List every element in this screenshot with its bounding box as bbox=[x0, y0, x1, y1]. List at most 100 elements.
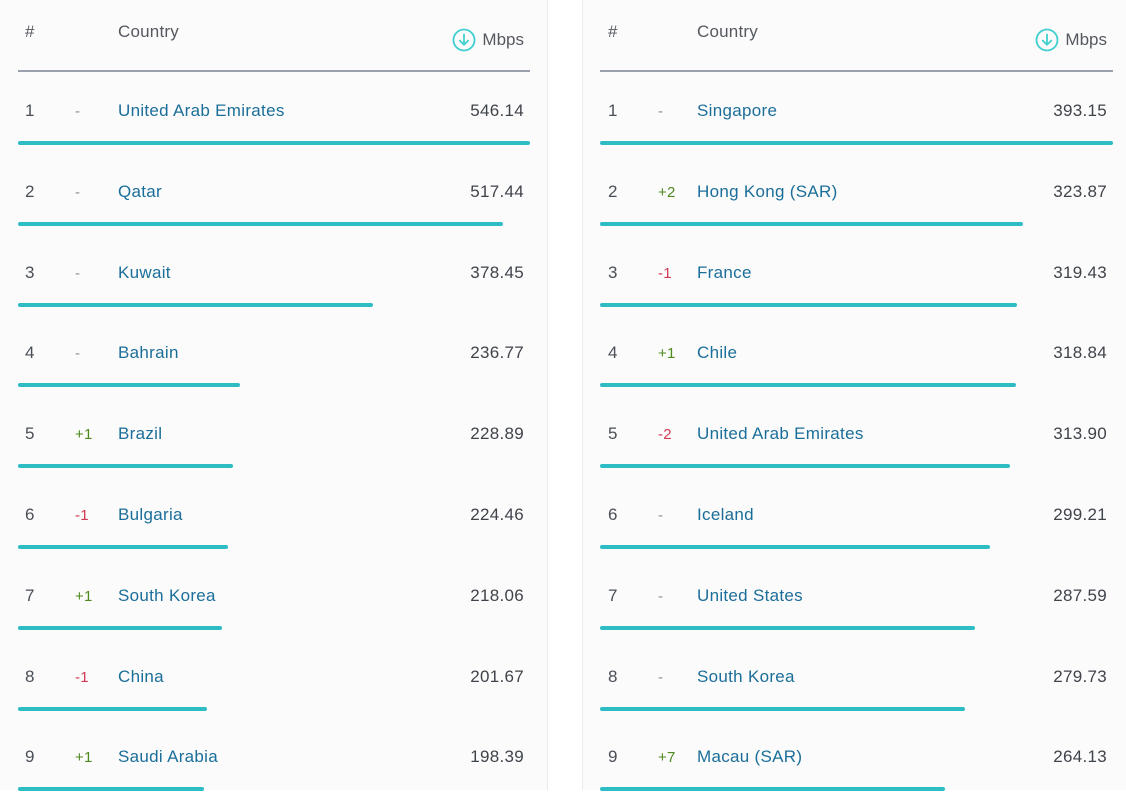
speed-value: 198.39 bbox=[470, 747, 524, 767]
table-row: 1 - Singapore 393.15 bbox=[600, 72, 1113, 152]
country-link[interactable]: Kuwait bbox=[118, 262, 171, 282]
speed-value: 318.84 bbox=[1053, 343, 1107, 363]
table-row: 8 -1 China 201.67 bbox=[18, 638, 530, 718]
speed-bar bbox=[18, 383, 240, 388]
speed-value: 224.46 bbox=[470, 505, 524, 524]
speed-bar bbox=[600, 545, 991, 549]
country-link[interactable]: Singapore bbox=[697, 101, 778, 120]
table-row: 9 +1 Saudi Arabia 198.39 bbox=[18, 718, 530, 798]
country-link[interactable]: France bbox=[697, 262, 752, 282]
rank-change: +1 bbox=[658, 345, 676, 363]
speed-unit-label: Mbps bbox=[1065, 30, 1107, 49]
country-link[interactable]: Hong Kong (SAR) bbox=[697, 181, 838, 201]
speed-value: 299.21 bbox=[1053, 505, 1107, 524]
speed-value: 264.13 bbox=[1053, 747, 1107, 767]
rank-change: - bbox=[658, 668, 664, 686]
table-row: 9 +7 Macau (SAR) 264.13 bbox=[600, 718, 1113, 798]
rank-column-header: # bbox=[25, 22, 35, 41]
country-link[interactable]: Macau (SAR) bbox=[697, 747, 803, 767]
rank-change: - bbox=[75, 103, 81, 120]
rank-column-header: # bbox=[608, 22, 618, 41]
country-link[interactable]: United States bbox=[697, 585, 803, 605]
speed-bar bbox=[600, 787, 945, 792]
speed-value: 517.44 bbox=[470, 181, 524, 201]
speed-value: 201.67 bbox=[470, 666, 524, 686]
table-row: 4 - Bahrain 236.77 bbox=[18, 314, 530, 394]
country-link[interactable]: Saudi Arabia bbox=[118, 747, 219, 767]
table-row: 6 - Iceland 299.21 bbox=[600, 476, 1113, 556]
speed-bar bbox=[18, 625, 223, 630]
rank-change: - bbox=[658, 103, 664, 120]
country-link[interactable]: South Korea bbox=[118, 585, 216, 605]
rank-number: 1 bbox=[25, 101, 35, 120]
table-row: 8 - South Korea 279.73 bbox=[600, 638, 1113, 718]
country-link[interactable]: South Korea bbox=[697, 666, 795, 686]
rank-change: - bbox=[75, 183, 81, 201]
rank-change: - bbox=[658, 587, 664, 605]
speed-value: 228.89 bbox=[470, 424, 524, 444]
rank-number: 2 bbox=[608, 181, 618, 201]
speed-bar bbox=[18, 302, 373, 307]
country-link[interactable]: Brazil bbox=[118, 424, 163, 444]
rank-change: +1 bbox=[75, 587, 93, 605]
country-link[interactable]: Qatar bbox=[118, 181, 163, 201]
ranking-table-left: # Country Mbps 1- United Arab Emirates 546… bbox=[0, 0, 548, 792]
speed-bar bbox=[18, 221, 504, 226]
speed-value: 279.73 bbox=[1053, 666, 1107, 686]
rank-change: - bbox=[75, 345, 81, 363]
rank-change: +1 bbox=[75, 426, 93, 444]
table-row: 6 -1 Bulgaria 224.46 bbox=[18, 476, 530, 556]
speed-bar bbox=[600, 706, 965, 711]
rank-number: 8 bbox=[25, 666, 35, 686]
speed-bar bbox=[18, 464, 233, 469]
rank-number: 7 bbox=[25, 585, 35, 605]
country-link[interactable]: Iceland bbox=[697, 505, 754, 524]
rank-number: 1 bbox=[608, 101, 618, 120]
speed-value: 236.77 bbox=[470, 343, 524, 363]
speed-bar bbox=[18, 545, 229, 549]
rank-number: 5 bbox=[608, 424, 618, 444]
rank-number: 8 bbox=[608, 666, 618, 686]
rank-change: -1 bbox=[75, 668, 89, 686]
rank-change: - bbox=[75, 264, 81, 282]
table-row: 3 - Kuwait 378.45 bbox=[18, 234, 530, 314]
country-link[interactable]: China bbox=[118, 666, 164, 686]
speed-bar bbox=[600, 141, 1113, 145]
rank-number: 6 bbox=[25, 505, 35, 524]
table-row: 2 - Qatar 517.44 bbox=[18, 153, 530, 233]
table-row: 2 +2 Hong Kong (SAR) 323.87 bbox=[600, 153, 1113, 233]
rank-number: 3 bbox=[608, 262, 618, 282]
table-row: 7 +1 South Korea 218.06 bbox=[18, 557, 530, 637]
speed-bar bbox=[18, 787, 204, 792]
country-link[interactable]: United Arab Emirates bbox=[697, 424, 864, 444]
download-arrow-circle-icon bbox=[452, 28, 476, 52]
rank-number: 5 bbox=[25, 424, 35, 444]
table-row: 5 +1 Brazil 228.89 bbox=[18, 395, 530, 475]
rank-change: - bbox=[658, 507, 664, 524]
speed-bar bbox=[600, 221, 1023, 226]
country-link[interactable]: Chile bbox=[697, 343, 738, 363]
speed-bar bbox=[600, 625, 976, 630]
rank-number: 6 bbox=[608, 505, 618, 524]
table-row: 3 -1 France 319.43 bbox=[600, 234, 1113, 314]
country-link[interactable]: Bahrain bbox=[118, 343, 179, 363]
country-link[interactable]: United Arab Emirates bbox=[118, 101, 285, 120]
rank-change: +2 bbox=[658, 183, 676, 201]
country-column-header: Country bbox=[118, 22, 179, 41]
speed-value: 546.14 bbox=[470, 101, 524, 120]
country-column-header: Country bbox=[697, 22, 758, 41]
table-row: 4 +1 Chile 318.84 bbox=[600, 314, 1113, 394]
speed-unit-label: Mbps bbox=[482, 30, 524, 49]
table-header: # Country Mbps bbox=[600, 0, 1113, 72]
speed-bar bbox=[600, 302, 1017, 307]
speed-bar bbox=[18, 141, 530, 145]
speed-bar bbox=[600, 464, 1010, 469]
speed-value: 218.06 bbox=[470, 585, 524, 605]
speed-value: 287.59 bbox=[1053, 585, 1107, 605]
rank-change: -1 bbox=[658, 264, 672, 282]
rank-number: 4 bbox=[25, 343, 35, 363]
country-link[interactable]: Bulgaria bbox=[118, 505, 183, 524]
rank-number: 4 bbox=[608, 343, 618, 363]
download-arrow-circle-icon bbox=[1035, 28, 1059, 52]
speed-column-header: Mbps bbox=[452, 28, 524, 52]
